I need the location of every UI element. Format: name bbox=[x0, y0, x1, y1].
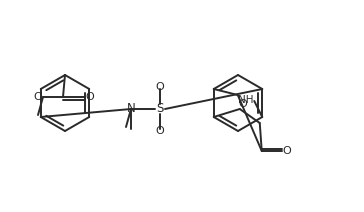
Text: S: S bbox=[156, 102, 164, 116]
Text: O: O bbox=[33, 92, 42, 102]
Text: O: O bbox=[238, 99, 247, 109]
Text: O: O bbox=[156, 82, 165, 92]
Text: N: N bbox=[127, 102, 135, 116]
Text: O: O bbox=[282, 146, 291, 156]
Text: NH: NH bbox=[238, 95, 253, 105]
Text: O: O bbox=[156, 126, 165, 136]
Text: O: O bbox=[86, 92, 94, 102]
